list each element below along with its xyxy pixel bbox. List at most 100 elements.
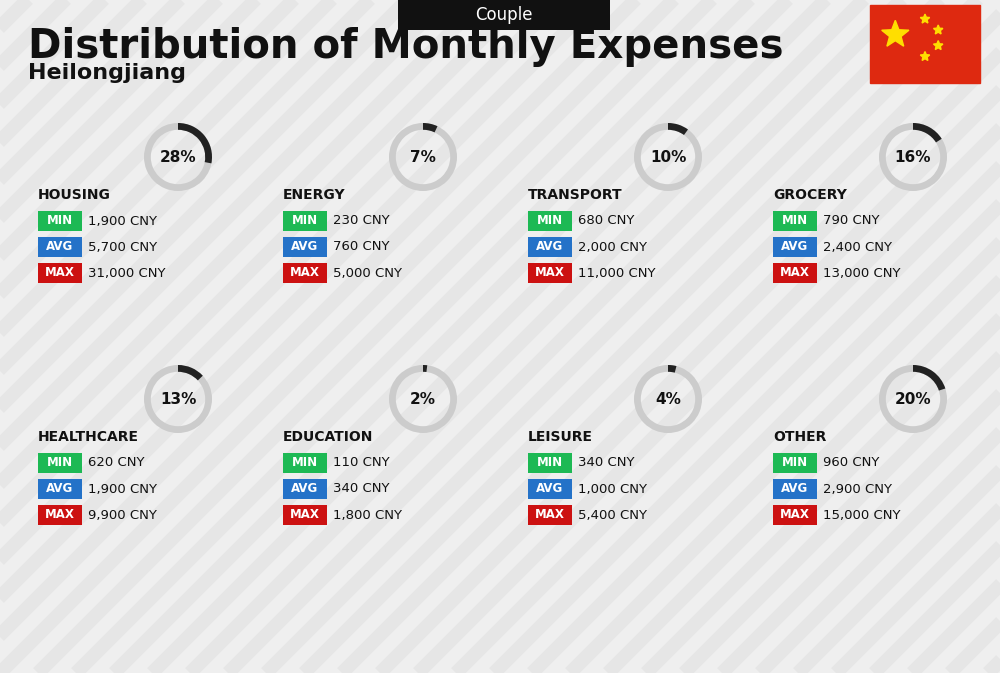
Text: MAX: MAX — [45, 267, 75, 279]
Polygon shape — [933, 40, 943, 50]
Wedge shape — [634, 365, 702, 433]
Text: 11,000 CNY: 11,000 CNY — [578, 267, 656, 279]
Text: EDUCATION: EDUCATION — [283, 430, 373, 444]
FancyBboxPatch shape — [773, 505, 817, 525]
FancyBboxPatch shape — [283, 479, 327, 499]
Text: 2,900 CNY: 2,900 CNY — [823, 483, 892, 495]
Text: TRANSPORT: TRANSPORT — [528, 188, 623, 202]
Text: 5,700 CNY: 5,700 CNY — [88, 240, 157, 254]
Text: 13%: 13% — [160, 392, 196, 406]
FancyBboxPatch shape — [773, 479, 817, 499]
Text: 620 CNY: 620 CNY — [88, 456, 144, 470]
Text: MAX: MAX — [780, 509, 810, 522]
Wedge shape — [389, 365, 457, 433]
Text: MAX: MAX — [780, 267, 810, 279]
FancyBboxPatch shape — [528, 505, 572, 525]
Text: 1,900 CNY: 1,900 CNY — [88, 215, 157, 227]
Text: AVG: AVG — [781, 240, 809, 254]
Text: MAX: MAX — [45, 509, 75, 522]
Text: 760 CNY: 760 CNY — [333, 240, 390, 254]
Text: GROCERY: GROCERY — [773, 188, 847, 202]
Text: MIN: MIN — [292, 215, 318, 227]
Text: 1,000 CNY: 1,000 CNY — [578, 483, 647, 495]
FancyBboxPatch shape — [528, 453, 572, 473]
FancyBboxPatch shape — [283, 453, 327, 473]
Text: Distribution of Monthly Expenses: Distribution of Monthly Expenses — [28, 27, 784, 67]
FancyBboxPatch shape — [38, 237, 82, 257]
Text: 15,000 CNY: 15,000 CNY — [823, 509, 900, 522]
Text: MIN: MIN — [292, 456, 318, 470]
FancyBboxPatch shape — [38, 479, 82, 499]
FancyBboxPatch shape — [773, 263, 817, 283]
Text: MAX: MAX — [535, 267, 565, 279]
Text: 5,400 CNY: 5,400 CNY — [578, 509, 647, 522]
Text: AVG: AVG — [536, 483, 564, 495]
Text: 230 CNY: 230 CNY — [333, 215, 390, 227]
Wedge shape — [178, 123, 212, 164]
Text: 680 CNY: 680 CNY — [578, 215, 634, 227]
FancyBboxPatch shape — [773, 453, 817, 473]
Wedge shape — [879, 365, 947, 433]
Polygon shape — [920, 52, 930, 61]
FancyBboxPatch shape — [528, 237, 572, 257]
Text: 13,000 CNY: 13,000 CNY — [823, 267, 900, 279]
Text: AVG: AVG — [536, 240, 564, 254]
FancyBboxPatch shape — [283, 237, 327, 257]
FancyBboxPatch shape — [38, 211, 82, 231]
FancyBboxPatch shape — [38, 505, 82, 525]
Wedge shape — [144, 123, 212, 191]
Text: Heilongjiang: Heilongjiang — [28, 63, 186, 83]
Wedge shape — [879, 123, 947, 191]
Text: AVG: AVG — [781, 483, 809, 495]
Bar — [870, 5, 980, 83]
Text: LEISURE: LEISURE — [528, 430, 593, 444]
Text: MIN: MIN — [47, 456, 73, 470]
Text: 5,000 CNY: 5,000 CNY — [333, 267, 402, 279]
Wedge shape — [144, 365, 212, 433]
Text: OTHER: OTHER — [773, 430, 826, 444]
FancyBboxPatch shape — [398, 0, 610, 30]
Text: MIN: MIN — [782, 215, 808, 227]
Text: 20%: 20% — [895, 392, 931, 406]
FancyBboxPatch shape — [528, 211, 572, 231]
FancyBboxPatch shape — [773, 211, 817, 231]
Text: 340 CNY: 340 CNY — [578, 456, 635, 470]
FancyBboxPatch shape — [38, 263, 82, 283]
Text: 7%: 7% — [410, 149, 436, 164]
Wedge shape — [913, 365, 945, 390]
Text: AVG: AVG — [46, 240, 74, 254]
FancyBboxPatch shape — [528, 263, 572, 283]
Wedge shape — [178, 365, 203, 380]
Text: 2,000 CNY: 2,000 CNY — [578, 240, 647, 254]
Text: 28%: 28% — [160, 149, 196, 164]
Text: 16%: 16% — [895, 149, 931, 164]
FancyBboxPatch shape — [283, 505, 327, 525]
FancyBboxPatch shape — [283, 263, 327, 283]
FancyBboxPatch shape — [773, 237, 817, 257]
Text: 2%: 2% — [410, 392, 436, 406]
Polygon shape — [933, 25, 943, 34]
Text: 9,900 CNY: 9,900 CNY — [88, 509, 157, 522]
Wedge shape — [668, 365, 676, 373]
Text: 2,400 CNY: 2,400 CNY — [823, 240, 892, 254]
Text: 340 CNY: 340 CNY — [333, 483, 390, 495]
Text: MIN: MIN — [782, 456, 808, 470]
Text: MIN: MIN — [537, 215, 563, 227]
Text: 4%: 4% — [655, 392, 681, 406]
Wedge shape — [913, 123, 942, 143]
Wedge shape — [423, 123, 437, 133]
Text: 1,900 CNY: 1,900 CNY — [88, 483, 157, 495]
Wedge shape — [668, 123, 688, 135]
Wedge shape — [423, 365, 427, 372]
Text: MAX: MAX — [290, 267, 320, 279]
Text: AVG: AVG — [291, 240, 319, 254]
Text: MAX: MAX — [535, 509, 565, 522]
Text: 1,800 CNY: 1,800 CNY — [333, 509, 402, 522]
Text: ENERGY: ENERGY — [283, 188, 346, 202]
Text: 10%: 10% — [650, 149, 686, 164]
Polygon shape — [920, 14, 930, 23]
Wedge shape — [634, 123, 702, 191]
Text: MIN: MIN — [537, 456, 563, 470]
Text: AVG: AVG — [291, 483, 319, 495]
Polygon shape — [882, 20, 909, 46]
